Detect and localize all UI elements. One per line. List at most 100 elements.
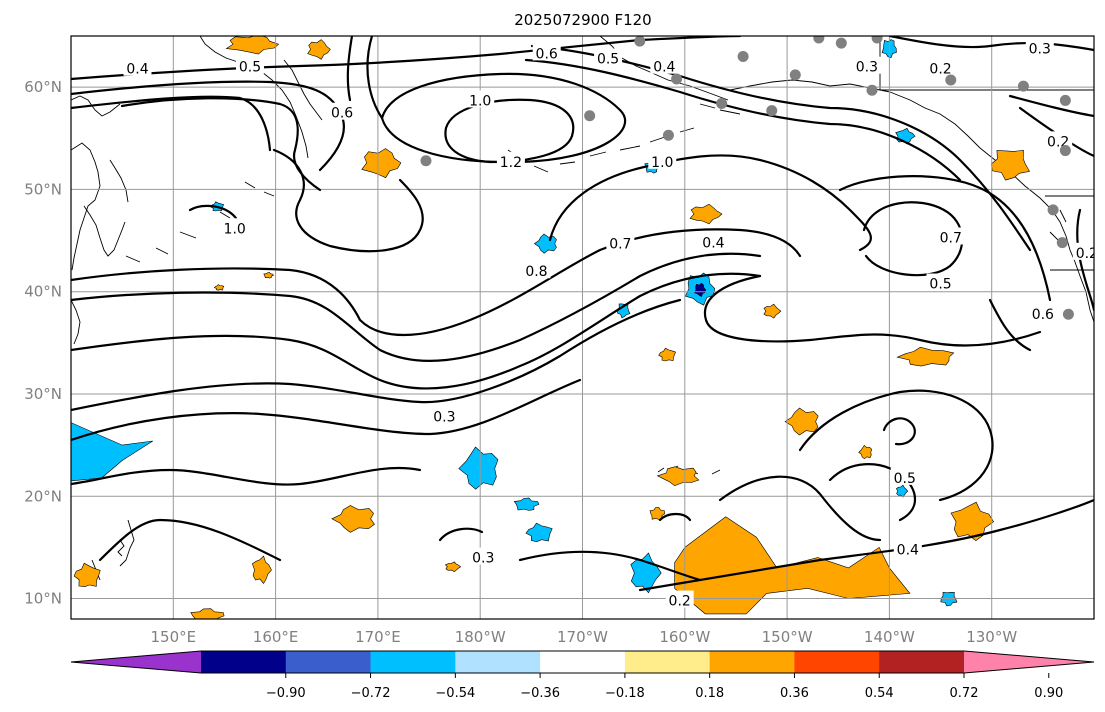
colorbar-min-extension (71, 651, 201, 673)
contour-label-bg (220, 218, 249, 236)
station-dot (1047, 204, 1059, 216)
contour-label-bg (936, 227, 965, 245)
colorbar-outline (70, 650, 1095, 674)
station-dot (835, 37, 847, 49)
contour-label-bg (466, 90, 495, 108)
anomaly-patch (950, 501, 995, 541)
contour-label: 0.4 (702, 236, 724, 252)
station-dot (871, 36, 883, 44)
contour-label-bg (665, 590, 694, 608)
contour-label: 1.2 (500, 155, 522, 171)
anomaly-patch (361, 148, 402, 179)
colorbar-segment (709, 651, 795, 673)
colorbar-segment (370, 651, 456, 673)
contour-label-bg (328, 102, 357, 120)
contour-label: 0.5 (239, 60, 261, 76)
station-dot (1062, 308, 1074, 320)
station-dot (716, 98, 728, 110)
longitude-tick-label: 150°E (150, 628, 196, 646)
colorbar-segment (285, 651, 372, 673)
longitude-tick-label: 170°W (557, 628, 608, 646)
colorbar-segment (455, 651, 541, 673)
colorbar: −0.90 −0.72 −0.54 −0.36 −0.18 0.18 0.36 0.54 0.7… (70, 650, 1095, 701)
anomaly-shading (71, 36, 1030, 619)
contour-label: 0.3 (472, 551, 494, 567)
station-dot (766, 105, 778, 117)
colorbar-tick-label: −0.90 (266, 686, 306, 701)
contour-label-bg (532, 43, 561, 61)
contour-label-bg (699, 232, 728, 250)
longitude-labels: 150°E 160°E 170°E 180°W 170°W 160°W 150°W 140°W… (150, 628, 1017, 646)
station-dot (789, 69, 801, 81)
anomaly-patch (458, 446, 499, 490)
longitude-tick-label: 180°W (455, 628, 506, 646)
station-dot (1017, 80, 1029, 92)
station-dot (584, 110, 596, 122)
anomaly-patch (513, 497, 540, 511)
colorbar-tick-label: −0.36 (520, 686, 560, 701)
contour-label-bg (1072, 242, 1094, 260)
anomaly-patch (213, 284, 225, 291)
contour-label: 0.2 (1076, 246, 1098, 262)
anomaly-patch (190, 608, 225, 619)
contour-label: 0.2 (669, 594, 691, 610)
colorbar-tick-label: 0.36 (780, 686, 809, 701)
colorbar-tick-label: 0.54 (865, 686, 894, 701)
anomaly-patch (858, 444, 873, 460)
contour-label: 0.6 (331, 106, 353, 122)
contour-label: 0.8 (525, 264, 547, 280)
contour-label-bg (926, 273, 955, 291)
contour-label-bg (852, 56, 881, 74)
latitude-tick-label: 40°N (24, 283, 62, 301)
station-dot (1059, 145, 1071, 157)
contour-label-bg (1028, 304, 1057, 322)
colorbar-tick-label: 0.90 (1034, 686, 1063, 701)
contour-labels: 0.4 0.5 0.6 0.6 0.5 0.4 1.0 1.2 1.0 1.0 0.7 0.4 0.8 0… (123, 38, 1098, 610)
contour-label-bg (1025, 38, 1054, 56)
contour-label: 0.2 (929, 62, 951, 78)
contour-label: 0.3 (433, 409, 455, 425)
contour-label-bg (890, 467, 919, 485)
contour-lines (71, 36, 1094, 592)
station-dot (866, 84, 878, 96)
anomaly-patch (71, 422, 153, 482)
longitude-tick-label: 150°W (762, 628, 813, 646)
anomaly-patch (689, 203, 723, 225)
map-title: 2025072900 F120 (514, 11, 651, 29)
latitude-tick-label: 50°N (24, 180, 62, 198)
station-dot (813, 36, 825, 44)
anomaly-patch (251, 555, 272, 585)
station-markers (420, 36, 1074, 320)
colorbar-tick-label: −0.18 (605, 686, 645, 701)
station-dot (634, 36, 646, 47)
contour-label: 0.4 (897, 542, 919, 558)
anomaly-patch (658, 347, 677, 362)
colorbar-max-extension (964, 651, 1094, 673)
colorbar-segment (540, 651, 626, 673)
contour-label: 0.5 (929, 277, 951, 293)
contour-label: 0.3 (1029, 41, 1051, 57)
contour-label-bg (123, 58, 152, 76)
colorbar-segment (794, 651, 880, 673)
contour-label: 0.5 (597, 52, 619, 68)
contour-label-bg (926, 58, 955, 76)
anomaly-patch (444, 561, 462, 573)
anomaly-patch (896, 484, 909, 498)
anomaly-patch (331, 505, 375, 533)
longitude-tick-label: 170°E (355, 628, 401, 646)
contour-label: 0.7 (940, 230, 962, 246)
station-dot (737, 50, 749, 62)
colorbar-tick-label: −0.72 (351, 686, 391, 701)
contour-label: 0.7 (609, 237, 631, 253)
contour-label-bg (430, 406, 459, 424)
station-dot (1059, 94, 1071, 106)
station-dot (1056, 237, 1068, 249)
longitude-tick-label: 160°W (659, 628, 710, 646)
contour-label-bg (606, 233, 635, 251)
contour-label: 1.0 (469, 93, 491, 109)
anomaly-patch (694, 282, 706, 297)
contour-label: 0.4 (126, 62, 148, 78)
latitude-tick-label: 10°N (24, 590, 62, 608)
latitude-tick-label: 60°N (24, 78, 62, 96)
